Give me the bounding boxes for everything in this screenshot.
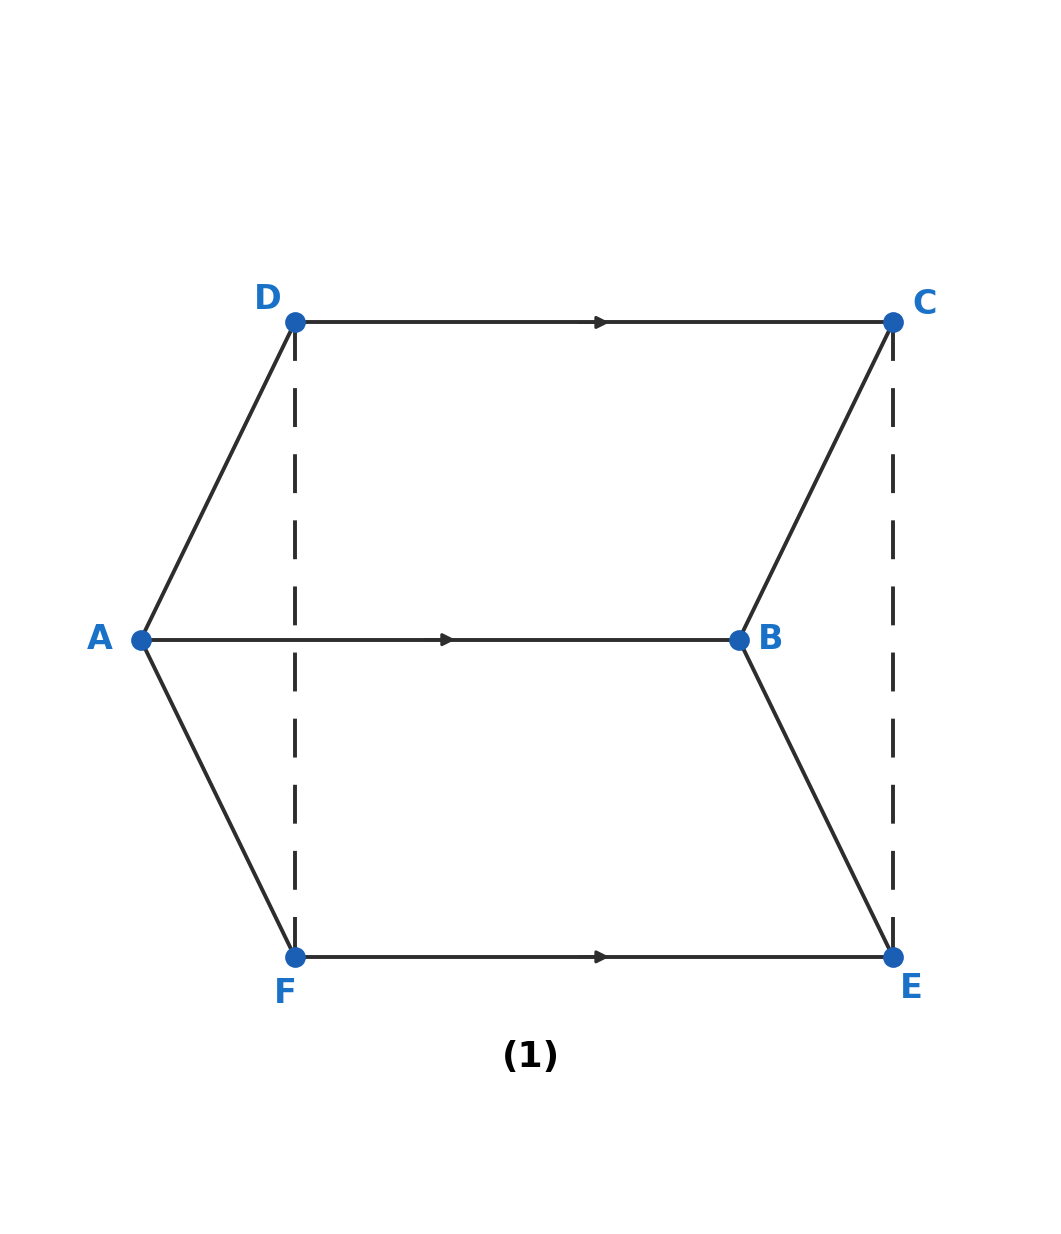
- Point: [885, 312, 902, 332]
- Text: D: D: [254, 284, 281, 316]
- Text: C: C: [912, 288, 937, 321]
- Point: [730, 629, 747, 649]
- Text: F: F: [275, 976, 297, 1009]
- Point: [133, 629, 150, 649]
- Text: E: E: [900, 972, 923, 1006]
- Point: [286, 946, 303, 966]
- Point: [286, 312, 303, 332]
- Text: (1): (1): [502, 1039, 559, 1074]
- Point: [885, 946, 902, 966]
- Text: B: B: [758, 623, 783, 656]
- Text: A: A: [87, 623, 112, 656]
